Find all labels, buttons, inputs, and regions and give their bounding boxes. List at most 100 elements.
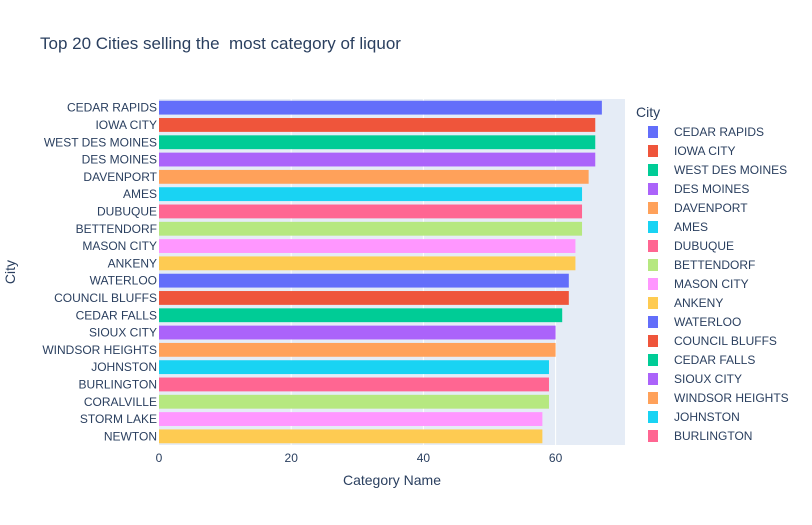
legend-swatch	[648, 125, 658, 138]
y-tick-label: WINDSOR HEIGHTS	[42, 343, 157, 357]
legend-swatch	[648, 315, 658, 328]
bar	[159, 291, 569, 305]
y-tick-label: CORALVILLE	[84, 395, 157, 409]
bar	[159, 342, 556, 357]
y-tick-label: CEDAR FALLS	[76, 308, 157, 322]
x-tick-label: 40	[417, 451, 431, 465]
y-tick-label: DAVENPORT	[83, 170, 157, 184]
y-tick-label: MASON CITY	[82, 239, 157, 253]
y-tick-label: CEDAR RAPIDS	[67, 101, 157, 115]
y-tick-label: BETTENDORF	[76, 222, 157, 236]
y-tick-label: DES MOINES	[82, 153, 157, 167]
legend-label: AMES	[674, 219, 709, 234]
bar	[159, 187, 583, 202]
y-tick-label: BURLINGTON	[79, 377, 157, 391]
bar	[159, 308, 563, 323]
chart-title: Top 20 Cities selling the most category …	[40, 34, 401, 53]
legend-label: DUBUQUE	[674, 238, 735, 253]
legend-items: CEDAR RAPIDS IOWA CITY WEST DES MOINES DES …	[636, 122, 789, 445]
legend-item[interactable]: BETTENDORF	[636, 255, 789, 274]
y-tick-label: AMES	[123, 187, 157, 201]
legend-swatch	[648, 296, 658, 309]
legend-item[interactable]: JOHNSTON	[636, 407, 789, 426]
bar	[159, 360, 549, 375]
bar	[159, 118, 596, 132]
x-tick-label: 60	[549, 451, 563, 465]
legend-item[interactable]: SIOUX CITY	[636, 369, 789, 388]
legend-item[interactable]: WATERLOO	[636, 312, 789, 331]
legend-swatch	[648, 277, 658, 290]
bar	[159, 256, 576, 271]
legend-item[interactable]: DUBUQUE	[636, 236, 789, 255]
legend-item[interactable]: CEDAR RAPIDS	[636, 122, 789, 141]
legend-label: DAVENPORT	[674, 200, 748, 215]
y-tick-label: WATERLOO	[90, 274, 157, 288]
bar	[159, 169, 589, 184]
bar	[159, 204, 583, 219]
bar	[159, 152, 596, 167]
legend-swatch	[648, 239, 658, 252]
legend-swatch	[648, 372, 658, 385]
legend-swatch	[648, 182, 658, 195]
bar	[159, 221, 583, 236]
y-tick-label: DUBUQUE	[97, 204, 157, 218]
legend-swatch	[648, 163, 658, 176]
x-axis-title: Category Name	[343, 472, 441, 488]
y-tick-label: IOWA CITY	[95, 118, 157, 132]
legend-swatch	[648, 144, 658, 157]
legend-item[interactable]: BURLINGTON	[636, 426, 789, 445]
bar	[159, 377, 549, 392]
legend-label: CEDAR RAPIDS	[674, 124, 765, 139]
bar	[159, 239, 576, 253]
legend-label: WEST DES MOINES	[674, 162, 788, 177]
legend-title: City	[636, 104, 661, 120]
legend-label: SIOUX CITY	[674, 371, 743, 386]
legend-label: WATERLOO	[674, 314, 742, 329]
legend-item[interactable]: DAVENPORT	[636, 198, 789, 217]
legend-label: MASON CITY	[674, 276, 749, 291]
legend-swatch	[648, 334, 658, 347]
legend-swatch	[648, 353, 658, 366]
legend-label: JOHNSTON	[674, 409, 740, 424]
legend-item[interactable]: ANKENY	[636, 293, 789, 312]
legend: City CEDAR RAPIDS IOWA CITY WEST DES MOINE…	[636, 104, 789, 445]
y-axis-title: City	[2, 260, 18, 284]
legend-item[interactable]: AMES	[636, 217, 789, 236]
legend-item[interactable]: COUNCIL BLUFFS	[636, 331, 789, 350]
legend-swatch	[648, 201, 658, 214]
legend-swatch	[648, 220, 658, 233]
bar	[159, 135, 596, 150]
legend-item[interactable]: MASON CITY	[636, 274, 789, 293]
bar	[159, 429, 543, 444]
legend-swatch	[648, 410, 658, 423]
legend-swatch	[648, 258, 658, 271]
y-tick-label: WEST DES MOINES	[44, 135, 157, 149]
legend-label: ANKENY	[674, 295, 724, 310]
y-tick-label: COUNCIL BLUFFS	[54, 291, 157, 305]
legend-item[interactable]: WEST DES MOINES	[636, 160, 789, 179]
bar	[159, 100, 602, 115]
bar	[159, 412, 543, 426]
legend-label: DES MOINES	[674, 181, 750, 196]
legend-item[interactable]: CEDAR FALLS	[636, 350, 789, 369]
bar	[159, 394, 549, 409]
legend-label: BURLINGTON	[674, 428, 753, 443]
legend-item[interactable]: IOWA CITY	[636, 141, 789, 160]
y-tick-label: NEWTON	[104, 429, 157, 443]
legend-swatch	[648, 391, 658, 404]
x-tick-label: 0	[156, 451, 163, 465]
legend-label: COUNCIL BLUFFS	[674, 333, 777, 348]
legend-swatch	[648, 429, 658, 442]
legend-item[interactable]: DES MOINES	[636, 179, 789, 198]
y-tick-label: SIOUX CITY	[89, 326, 157, 340]
legend-label: BETTENDORF	[674, 257, 756, 272]
y-tick-label: STORM LAKE	[80, 412, 157, 426]
bar	[159, 325, 556, 340]
legend-item[interactable]: WINDSOR HEIGHTS	[636, 388, 789, 407]
bar	[159, 273, 569, 288]
legend-label: CEDAR FALLS	[674, 352, 756, 367]
y-tick-label: ANKENY	[108, 256, 157, 270]
legend-label: WINDSOR HEIGHTS	[674, 390, 789, 405]
legend-label: IOWA CITY	[674, 143, 736, 158]
